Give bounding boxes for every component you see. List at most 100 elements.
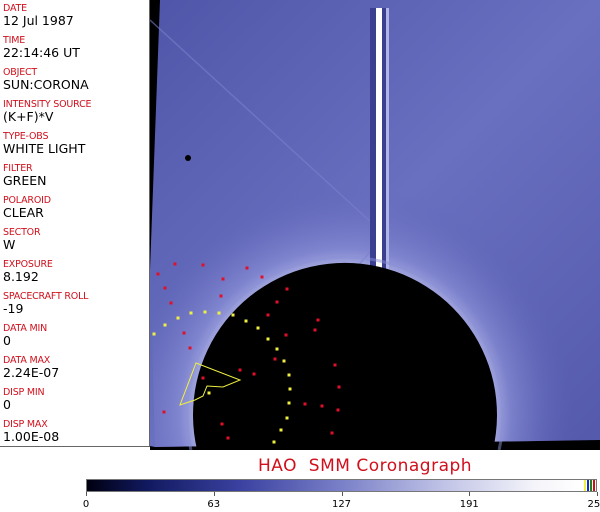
colorbar-tick-label: 0 [82,499,90,510]
field-value: 8.192 [3,269,39,284]
red-marker [221,277,225,281]
red-marker [201,263,205,267]
field-label: OBJECT [3,67,38,78]
occulting-disk [193,262,497,450]
red-marker [316,318,320,322]
field-value: 0 [3,333,11,348]
yellow-marker [285,416,289,420]
field-data-min: DATA MIN 0 [3,324,47,348]
field-filter: FILTER GREEN [3,164,47,188]
colorbar-tick [597,492,598,496]
field-value: -19 [3,301,24,316]
red-marker [275,300,279,304]
field-label: SECTOR [3,227,41,238]
dark-spot [185,155,191,161]
colorbar-stripe [587,480,589,491]
instrument-title: HAO SMM Coronagraph [258,456,473,476]
colorbar-tick [341,492,343,496]
red-marker [266,313,270,317]
red-marker [285,287,289,291]
red-marker [182,331,186,335]
field-label: TYPE-OBS [3,131,49,142]
field-label: EXPOSURE [3,259,53,270]
red-marker [260,275,264,279]
field-label: DATE [3,3,27,14]
colorbar-tick [213,492,215,496]
field-label: TIME [3,35,26,46]
field-object: OBJECT SUN:CORONA [3,68,89,92]
red-marker [337,385,341,389]
red-marker [252,372,256,376]
red-marker [188,346,192,350]
pylon-shadow [150,19,386,236]
metadata-panel: DATE 12 Jul 1987 TIME 22:14:46 UT OBJECT SUN:… [0,0,150,447]
field-value: CLEAR [3,205,44,220]
red-marker [245,266,249,270]
field-type-obs: TYPE-OBS WHITE LIGHT [3,132,85,156]
field-value: 2.24E-07 [3,365,60,380]
field-data-max: DATA MAX 2.24E-07 [3,356,59,380]
field-label: SPACECRAFT ROLL [3,291,89,302]
yellow-marker [189,311,193,315]
field-label: DATA MIN [3,323,47,334]
red-marker [330,431,334,435]
yellow-marker [203,310,207,314]
field-value: 12 Jul 1987 [3,13,74,28]
yellow-marker [275,347,279,351]
coronagraph-image [150,0,600,450]
field-value: GREEN [3,173,47,188]
colorbar-tick [469,492,471,496]
yellow-outline [179,362,242,406]
yellow-marker [279,428,283,432]
field-value: W [3,237,16,252]
yellow-marker [176,316,180,320]
colorbar-stripe [584,480,586,491]
yellow-marker [288,387,292,391]
yellow-marker [282,359,286,363]
field-exposure: EXPOSURE 8.192 [3,260,53,284]
field-value: 0 [3,397,11,412]
red-marker [156,272,160,276]
field-disp-max: DISP MAX 1.00E-08 [3,420,59,444]
yellow-marker [256,326,260,330]
field-label: FILTER [3,163,33,174]
yellow-marker [152,332,156,336]
field-value: 22:14:46 UT [3,45,80,60]
field-value: SUN:CORONA [3,77,89,92]
red-marker [226,436,230,440]
yellow-marker [231,313,235,317]
field-time: TIME 22:14:46 UT [3,36,80,60]
field-spacecraft-roll: SPACECRAFT ROLL -19 [3,292,88,316]
red-marker [219,294,223,298]
yellow-marker [287,401,291,405]
field-disp-min: DISP MIN 0 [3,387,45,412]
red-marker [201,376,205,380]
colorbar-tick [86,492,87,496]
red-marker [169,301,173,305]
red-marker [220,422,224,426]
red-marker [238,368,242,372]
red-marker [163,286,167,290]
yellow-marker [266,337,270,341]
field-label: DATA MAX [3,355,51,366]
red-marker [284,333,288,337]
streak-edge [386,8,389,440]
colorbar-tick-label: 127 [331,499,352,510]
field-label: DISP MAX [3,419,48,430]
red-marker [313,328,317,332]
field-label: DISP MIN [3,387,45,398]
field-label: POLAROID [3,195,51,206]
red-marker [273,357,277,361]
field-polaroid: POLAROID CLEAR [3,196,51,220]
red-marker [162,410,166,414]
colorbar-tick-label: 255 [587,499,600,510]
red-marker [173,262,177,266]
yellow-marker [207,391,211,395]
field-sector: SECTOR W [3,227,41,252]
yellow-marker [217,311,221,315]
field-label: INTENSITY SOURCE [3,99,92,110]
field-date: DATE 12 Jul 1987 [3,4,74,28]
colorbar-stripe [590,480,592,491]
yellow-marker [163,323,167,327]
colorbar-tick-label: 191 [459,499,479,510]
